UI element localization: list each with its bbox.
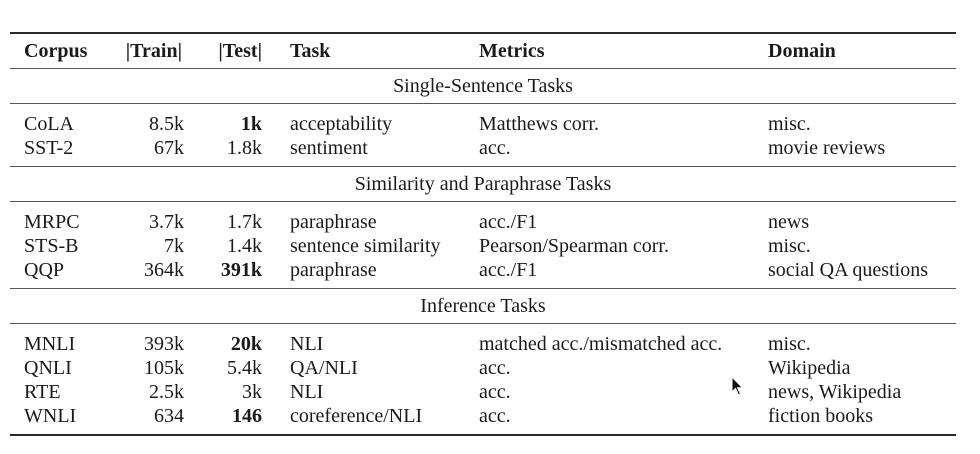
table-row: QNLI 105k 5.4k QA/NLI acc. Wikipedia: [10, 356, 956, 380]
cell-domain: Wikipedia: [768, 357, 851, 379]
mouse-pointer-icon: [731, 376, 744, 396]
cell-test: 1.4k: [227, 235, 262, 257]
cell-task: acceptability: [290, 113, 393, 135]
table-body: Single-Sentence Tasks CoLA 8.5k 1k acceptabi…: [10, 69, 956, 434]
table-header-row: Corpus |Train| |Test| Task Metrics Domai…: [10, 34, 956, 68]
cell-metrics: Matthews corr.: [479, 113, 599, 135]
cell-domain: movie reviews: [768, 137, 886, 159]
header-corpus: Corpus: [24, 40, 88, 62]
cell-train: 3.7k: [149, 211, 184, 233]
table-row: RTE 2.5k 3k NLI acc. news, Wikipedia: [10, 380, 956, 404]
table-row: SST-2 67k 1.8k sentiment acc. movie reviews: [10, 136, 956, 160]
cell-metrics: matched acc./mismatched acc.: [479, 333, 723, 355]
cell-train: 105k: [144, 357, 184, 379]
cell-domain: misc.: [768, 333, 811, 355]
cell-task: coreference/NLI: [290, 405, 423, 427]
top-rule: [10, 32, 956, 34]
section-rule: [10, 288, 956, 289]
cell-test: 1k: [240, 113, 262, 135]
cell-train: 7k: [164, 235, 184, 257]
section-rule: [10, 201, 956, 202]
cell-train: 364k: [144, 259, 184, 281]
section-title: Similarity and Paraphrase Tasks: [354, 173, 612, 195]
section-rule: [10, 166, 956, 167]
table-row: WNLI 634 146 coreference/NLI acc. fiction boo…: [10, 404, 956, 428]
cell-corpus: STS-B: [24, 235, 79, 257]
cell-corpus: CoLA: [24, 113, 74, 135]
cell-test: 1.8k: [227, 137, 262, 159]
cell-corpus: SST-2: [24, 137, 74, 159]
cell-task: paraphrase: [290, 211, 377, 233]
cell-domain: misc.: [768, 235, 811, 257]
cell-test: 391k: [220, 259, 262, 281]
table-row: CoLA 8.5k 1k acceptability Matthews corr. mis…: [10, 112, 956, 136]
glue-task-table: Corpus |Train| |Test| Task Metrics Domai…: [10, 32, 956, 436]
cell-train: 634: [154, 405, 184, 427]
cell-corpus: RTE: [24, 381, 61, 403]
cell-corpus: QNLI: [24, 357, 72, 379]
cell-test: 3k: [242, 381, 262, 403]
cell-task: QA/NLI: [290, 357, 358, 379]
section-rule: [10, 323, 956, 324]
cell-domain: misc.: [768, 113, 811, 135]
cell-metrics: acc./F1: [479, 259, 538, 281]
cell-task: sentiment: [290, 137, 368, 159]
cell-train: 393k: [144, 333, 184, 355]
cell-metrics: acc./F1: [479, 211, 538, 233]
header-task: Task: [290, 40, 331, 62]
header-domain: Domain: [768, 40, 836, 62]
cell-test: 146: [232, 405, 262, 427]
cell-metrics: acc.: [479, 405, 511, 427]
cell-task: NLI: [290, 333, 324, 355]
cell-task: sentence similarity: [290, 235, 441, 257]
table-row: STS-B 7k 1.4k sentence similarity Pearson/Sp…: [10, 234, 956, 258]
cell-train: 67k: [154, 137, 184, 159]
cell-corpus: QQP: [24, 259, 65, 281]
cell-train: 2.5k: [149, 381, 184, 403]
section-rule: [10, 103, 956, 104]
cell-task: NLI: [290, 381, 324, 403]
cell-corpus: MRPC: [24, 211, 80, 233]
bottom-rule: [10, 434, 956, 436]
header-train: |Train|: [125, 40, 182, 62]
header-metrics: Metrics: [479, 40, 545, 62]
cell-domain: news, Wikipedia: [768, 381, 902, 403]
cell-domain: news: [768, 211, 810, 233]
cell-test: 5.4k: [227, 357, 262, 379]
cell-metrics: acc.: [479, 381, 511, 403]
cell-task: paraphrase: [290, 259, 377, 281]
cell-test: 1.7k: [227, 211, 262, 233]
table-row: MRPC 3.7k 1.7k paraphrase acc./F1 news: [10, 210, 956, 234]
cell-metrics: acc.: [479, 137, 511, 159]
header-rule: [10, 68, 956, 69]
cell-corpus: WNLI: [24, 405, 77, 427]
table-row: QQP 364k 391k paraphrase acc./F1 social QA qu…: [10, 258, 956, 282]
cell-domain: social QA questions: [768, 259, 928, 281]
cell-metrics: Pearson/Spearman corr.: [479, 235, 669, 257]
section-title: Inference Tasks: [420, 295, 546, 317]
header-test: |Test|: [218, 40, 262, 62]
cell-corpus: MNLI: [24, 333, 76, 355]
cell-domain: fiction books: [768, 405, 873, 427]
section-title: Single-Sentence Tasks: [393, 75, 573, 97]
cell-test: 20k: [230, 333, 262, 355]
table-row: MNLI 393k 20k NLI matched acc./mismatched ac…: [10, 332, 956, 356]
cell-metrics: acc.: [479, 357, 511, 379]
cell-train: 8.5k: [149, 113, 184, 135]
